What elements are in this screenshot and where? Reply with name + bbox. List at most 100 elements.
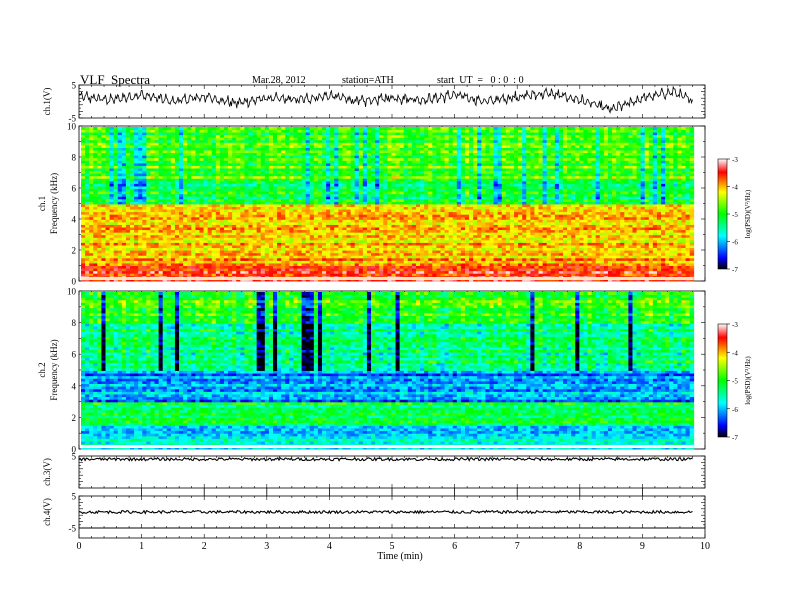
spectrogram-cell: [411, 268, 417, 272]
spectrogram-cell: [317, 252, 323, 256]
spectrogram-cell: [473, 229, 478, 233]
spectrogram-cell: [620, 270, 625, 274]
spectrogram-cell: [469, 237, 474, 241]
spectrogram-cell: [665, 250, 670, 254]
spectrogram-cell: [587, 224, 593, 228]
spectrogram-cell: [317, 237, 323, 241]
spectrogram-cell: [603, 214, 609, 218]
spectrogram-cell: [509, 229, 515, 233]
spectrogram-cell: [313, 260, 319, 264]
spectrogram-cell: [252, 224, 258, 228]
spectrogram-cell: [191, 247, 196, 251]
spectrogram-cell: [252, 250, 258, 254]
spectrogram-cell: [236, 239, 241, 243]
spectrogram-cell: [142, 265, 147, 269]
spectrogram-cell: [591, 252, 597, 256]
spectrogram-cell: [158, 209, 164, 213]
spectrogram-cell: [317, 229, 323, 233]
spectrogram-cell: [236, 265, 241, 269]
spectrogram-cell: [685, 247, 691, 251]
spectrogram-cell: [264, 263, 270, 266]
spectrogram-cell: [424, 216, 429, 220]
spectrogram-cell: [117, 221, 123, 225]
spectrogram-cell: [616, 216, 621, 220]
spectrogram-cell: [174, 216, 180, 220]
spectrogram-cell: [244, 211, 249, 215]
spectrogram-cell: [150, 219, 155, 223]
spectrogram-cell: [199, 250, 204, 254]
spectrogram-cell: [154, 232, 160, 236]
spectrogram-cell: [591, 257, 597, 261]
spectrogram-cell: [440, 211, 445, 215]
spectrogram-cell: [293, 209, 298, 213]
spectrogram-cell: [199, 268, 204, 272]
spectrogram-cell: [97, 224, 102, 228]
spectrogram-cell: [607, 263, 613, 266]
spectrogram-cell: [162, 250, 168, 254]
spectrogram-cell: [179, 250, 184, 254]
spectrogram-cell: [391, 219, 396, 223]
spectrogram-cell: [244, 257, 249, 261]
spectrogram-cell: [301, 270, 307, 274]
spectrogram-cell: [350, 242, 356, 246]
spectrogram-cell: [338, 255, 343, 259]
spectrogram-cell: [661, 219, 666, 223]
spectrogram-cell: [187, 204, 192, 207]
spectrogram-cell: [534, 227, 539, 231]
spectrogram-cell: [371, 255, 376, 259]
spectrogram-cell: [624, 209, 629, 213]
spectrogram-cell: [326, 273, 331, 277]
spectrogram-cell: [563, 201, 568, 205]
spectrogram-cell: [277, 265, 282, 269]
spectrogram-cell: [407, 232, 413, 236]
spectrogram-cell: [207, 250, 213, 254]
spectrogram-cell: [366, 211, 372, 215]
spectrogram-cell: [264, 237, 270, 241]
spectrogram-cell: [125, 239, 131, 243]
spectrogram-cell: [620, 221, 625, 225]
spectrogram-cell: [661, 214, 666, 218]
spectrogram-cell: [277, 229, 282, 233]
spectrogram-cell: [473, 257, 478, 261]
spectrogram-cell: [236, 227, 241, 231]
spectrogram-cell: [448, 206, 454, 210]
spectrogram-cell: [518, 206, 523, 210]
spectrogram-cell: [656, 234, 662, 238]
spectrogram-cell: [620, 245, 625, 249]
spectrogram-cell: [191, 234, 196, 238]
spectrogram-cell: [497, 270, 503, 274]
spectrogram-cell: [252, 257, 258, 261]
spectrogram-cell: [183, 224, 188, 228]
spectrogram-cell: [415, 263, 421, 266]
spectrogram-cell: [460, 265, 466, 269]
spectrogram-cell: [142, 247, 147, 251]
spectrogram-cell: [563, 257, 568, 261]
spectrogram-cell: [673, 257, 678, 261]
spectrogram-cell: [407, 270, 413, 274]
spectrogram-cell: [648, 263, 654, 266]
spectrogram-cell: [199, 224, 204, 228]
spectrogram-cell: [518, 229, 523, 233]
spectrogram-cell: [264, 229, 270, 233]
spectrogram-cell: [183, 232, 188, 236]
spectrogram-cell: [203, 255, 209, 259]
spectrogram-cell: [170, 209, 176, 213]
spectrogram-cell: [366, 247, 372, 251]
spectrogram-cell: [371, 250, 376, 254]
spectrogram-cell: [138, 263, 143, 266]
spectrogram-cell: [117, 209, 123, 213]
spectrogram-cell: [599, 214, 605, 218]
spectrogram-cell: [567, 232, 572, 236]
spectrogram-cell: [342, 227, 347, 231]
spectrogram-cell: [191, 252, 196, 256]
spectrogram-cell: [154, 237, 160, 241]
spectrogram-cell: [501, 263, 507, 266]
spectrogram-cell: [256, 257, 262, 261]
spectrogram-cell: [207, 270, 213, 274]
spectrogram-cell: [485, 245, 490, 249]
spectrogram-cell: [563, 263, 568, 266]
spectrogram-cell: [342, 247, 347, 251]
spectrogram-cell: [432, 214, 437, 218]
spectrogram-cell: [575, 257, 580, 261]
spectrogram-cell: [440, 245, 445, 249]
